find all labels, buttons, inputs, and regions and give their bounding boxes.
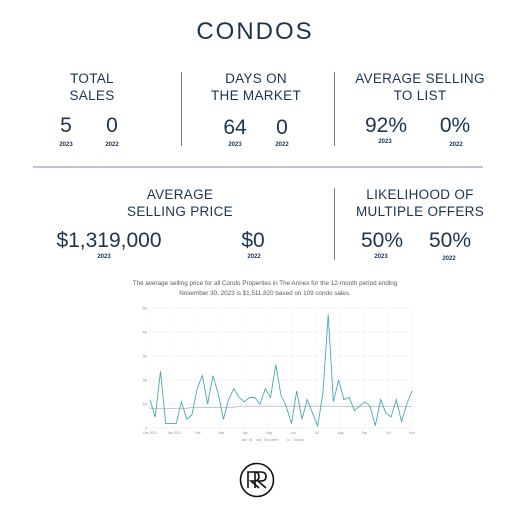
avg-to-list-block: AVERAGE SELLING TO LIST — [345, 70, 495, 104]
avg-to-list-2023-value: 92% — [364, 114, 408, 137]
chart-y-tick-label: 1M — [143, 403, 148, 407]
avg-price-2022-value: $0 — [241, 229, 265, 252]
days-on-market-2022-year: 2022 — [275, 142, 289, 148]
chart-x-tick-label: Nov — [409, 431, 415, 435]
chart-x-tick-label: Jul — [315, 431, 319, 435]
avg-to-list-2023-year: 2023 — [378, 139, 392, 145]
days-on-market-label-1: DAYS ON — [225, 71, 287, 86]
caption-line-2: November 30, 2023 is $1,511,820 based on… — [179, 290, 351, 297]
days-on-market-2023-year: 2023 — [228, 142, 242, 148]
avg-to-list-2022-value: 0% — [439, 114, 471, 137]
avg-to-list-label-1: AVERAGE SELLING — [355, 71, 485, 86]
chart-x-tick-label: May — [266, 431, 272, 435]
chart-x-tick-label: Dec 2022 — [143, 431, 157, 435]
avg-price-label-2: SELLING PRICE — [127, 204, 233, 219]
avg-price-2023-value: $1,319,000 — [56, 229, 162, 252]
chart-x-tick-label: Aug — [338, 431, 344, 435]
days-on-market-label-2: THE MARKET — [210, 88, 301, 103]
section-divider — [33, 166, 483, 168]
divider-3 — [334, 188, 335, 260]
multiple-offers-label-2: MULTIPLE OFFERS — [355, 204, 485, 219]
avg-to-list-label-2: TO LIST — [393, 88, 447, 103]
multiple-offers-2023-year: 2023 — [374, 254, 388, 260]
divider-2 — [334, 72, 335, 146]
chart-caption: The average selling price for all Condo … — [100, 279, 430, 299]
chart-x-tick-label: Sep — [362, 431, 368, 435]
brand-logo-icon — [239, 462, 275, 498]
chart-series-line-toronto — [150, 405, 412, 409]
days-on-market-2023-value: 64 — [223, 116, 247, 139]
total-sales-label-1: TOTAL — [70, 71, 114, 86]
price-line-chart: 0 1M 2M 3M 4M 5M Dec 2022 Jan 2023 Feb Mar Apr May J… — [143, 307, 416, 443]
avg-to-list-2022-year: 2022 — [449, 142, 463, 148]
total-sales-2023-year: 2023 — [59, 142, 73, 148]
chart-x-tick-label: Mar — [219, 431, 225, 435]
chart-x-tick-label: Apr — [243, 431, 249, 435]
chart-x-tick-label: Oct — [386, 431, 391, 435]
chart-y-tick-label: 5M — [143, 307, 148, 311]
avg-price-block: AVERAGE SELLING PRICE — [100, 186, 260, 220]
total-sales-2022-year: 2022 — [105, 142, 119, 148]
total-sales-label-2: SALES — [69, 88, 115, 103]
total-sales-block: TOTAL SALES — [44, 70, 140, 104]
total-sales-2023-value: 5 — [60, 114, 72, 137]
chart-y-tick-label: 0 — [145, 427, 147, 431]
chart-x-tick-label: Feb — [195, 431, 201, 435]
multiple-offers-2023-value: 50% — [360, 229, 404, 252]
days-on-market-2022-value: 0 — [276, 116, 288, 139]
multiple-offers-2022-year: 2022 — [442, 256, 456, 262]
chart-y-tick-label: 4M — [143, 331, 148, 335]
chart-legend-label: Toronto — [293, 438, 304, 442]
chart-x-tick-label: Jan 2023 — [167, 431, 180, 435]
chart-legend-label: #1 — [249, 438, 253, 442]
multiple-offers-2022-value: 50% — [428, 229, 472, 252]
total-sales-2022-value: 0 — [106, 114, 118, 137]
divider-1 — [181, 72, 182, 146]
days-on-market-block: DAYS ON THE MARKET — [190, 70, 322, 104]
chart-y-tick-label: 3M — [143, 355, 148, 359]
avg-price-2022-year: 2022 — [247, 254, 261, 260]
avg-price-label-1: AVERAGE — [146, 187, 214, 202]
multiple-offers-label-1: LIKELIHOOD OF — [366, 187, 474, 202]
chart-x-tick-label: Jun — [290, 431, 295, 435]
avg-price-2023-year: 2023 — [97, 254, 111, 260]
chart-y-tick-label: 2M — [143, 379, 148, 383]
multiple-offers-block: LIKELIHOOD OF MULTIPLE OFFERS — [345, 186, 495, 220]
chart-legend-label: The Annex — [263, 438, 279, 442]
caption-line-1: The average selling price for all Condo … — [132, 280, 398, 287]
chart-series-line-the-annex — [149, 314, 413, 428]
page-title: CONDOS — [196, 18, 314, 45]
